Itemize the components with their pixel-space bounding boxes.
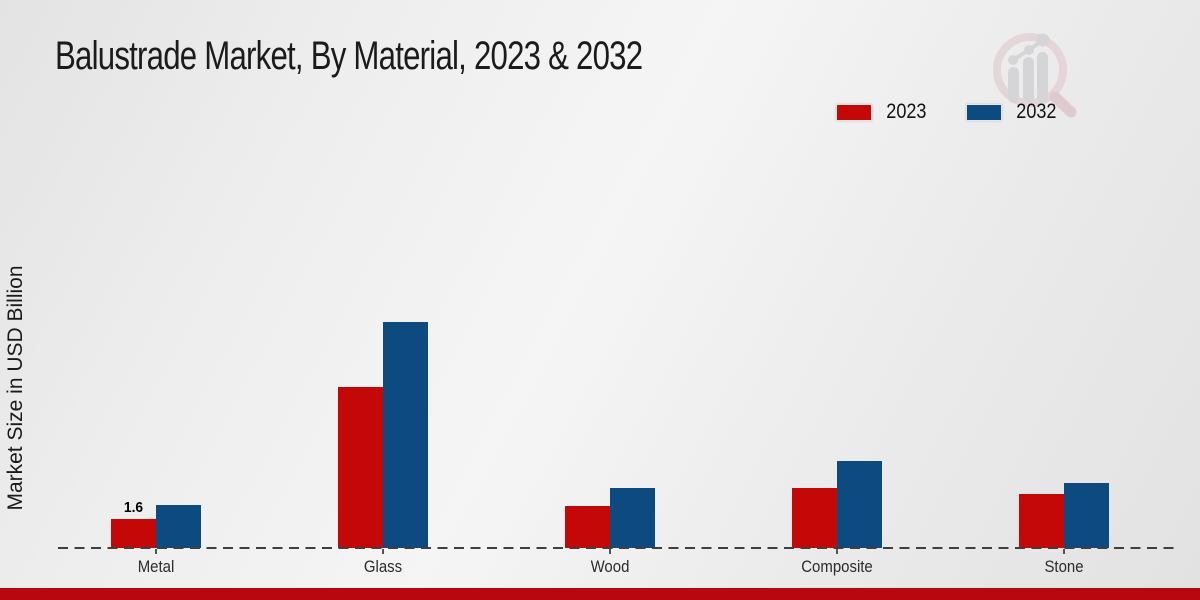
magnifier-ring bbox=[993, 33, 1067, 107]
axis-tick-wood bbox=[609, 549, 611, 554]
bar-2023-wood bbox=[565, 506, 610, 548]
legend-label-2032: 2032 bbox=[1015, 100, 1057, 123]
bar-2023-glass bbox=[338, 387, 383, 548]
chart-legend: 2023 2032 bbox=[836, 100, 1059, 124]
footer-red-band bbox=[0, 588, 1200, 600]
bar-chart-magnifier-logo-icon bbox=[988, 26, 1080, 118]
bar-2023-composite bbox=[792, 488, 837, 548]
axis-tick-stone bbox=[1063, 549, 1065, 554]
axis-tick-metal bbox=[155, 549, 157, 554]
legend-item-2023: 2023 bbox=[836, 100, 930, 124]
bar-2032-composite bbox=[837, 461, 882, 548]
bar-2032-stone bbox=[1064, 483, 1109, 548]
category-label-wood: Wood bbox=[590, 557, 630, 576]
legend-label-2023: 2023 bbox=[886, 100, 927, 123]
bar-2023-metal bbox=[111, 519, 156, 548]
category-label-composite: Composite bbox=[801, 557, 873, 576]
bar-2032-metal bbox=[156, 505, 201, 548]
logo-dot-1 bbox=[1008, 55, 1018, 65]
legend-swatch-2023 bbox=[836, 103, 872, 121]
logo-bar-mid bbox=[1023, 57, 1034, 103]
category-label-stone: Stone bbox=[1044, 557, 1084, 576]
chart-title: Balustrade Market, By Material, 2023 & 2… bbox=[55, 34, 643, 78]
legend-swatch-2032 bbox=[965, 103, 1002, 121]
axis-tick-glass bbox=[382, 549, 384, 554]
logo-dot-2 bbox=[1024, 45, 1034, 55]
bar-2023-stone bbox=[1019, 494, 1064, 548]
logo-dot-3 bbox=[1036, 33, 1050, 47]
category-label-glass: Glass bbox=[363, 557, 403, 576]
logo-bar-tall bbox=[1037, 52, 1048, 103]
watermark-svg bbox=[993, 33, 1077, 118]
logo-bar-short bbox=[1008, 67, 1019, 103]
bar-value-label-metal: 1.6 bbox=[123, 499, 144, 516]
axis-tick-composite bbox=[836, 549, 838, 554]
bar-2032-glass bbox=[383, 322, 428, 548]
category-label-metal: Metal bbox=[137, 557, 175, 576]
legend-item-2032: 2032 bbox=[965, 100, 1060, 124]
bar-2032-wood bbox=[610, 488, 655, 548]
magnifier-handle bbox=[1049, 91, 1077, 118]
